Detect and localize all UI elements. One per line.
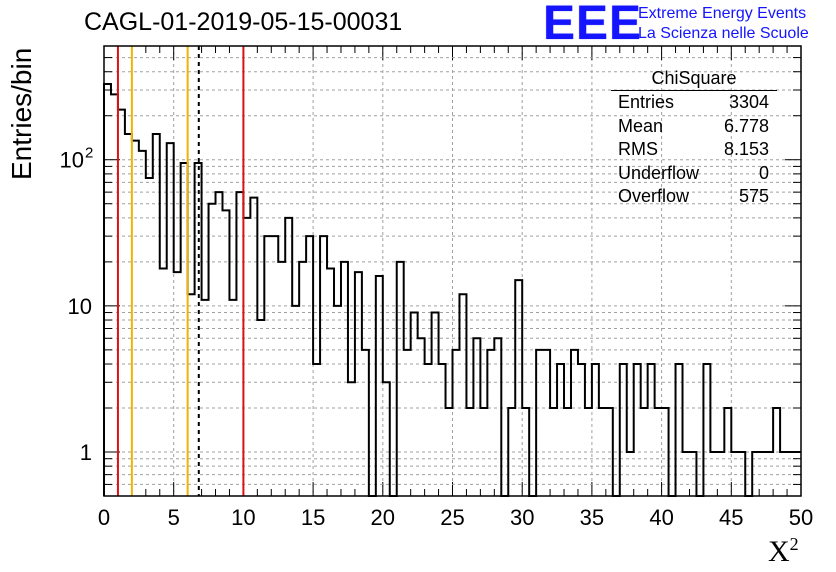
stats-row-overflow: Overflow 575 xyxy=(611,185,777,209)
x-tick-label: 40 xyxy=(649,505,673,530)
stats-label: Mean xyxy=(618,115,664,136)
eee-logo: EEE xyxy=(543,0,643,50)
x-tick-label: 25 xyxy=(440,505,464,530)
stats-row-entries: Entries 3304 xyxy=(611,91,777,115)
stats-label: RMS xyxy=(618,139,658,159)
x-axis-label-exponent: 2 xyxy=(789,534,799,554)
x-tick-label: 20 xyxy=(371,505,395,530)
x-tick-label: 5 xyxy=(168,505,180,530)
x-tick-label: 35 xyxy=(580,505,604,530)
y-tick-label: 10 xyxy=(68,294,92,319)
stats-label: Entries xyxy=(618,92,675,112)
y-tick-label-exponent: 2 xyxy=(85,145,93,162)
logo-line-1: Extreme Energy Events xyxy=(638,5,807,22)
stats-value: 8.153 xyxy=(723,139,769,159)
stats-row-mean: Mean 6.778 xyxy=(611,115,777,139)
stats-value: 575 xyxy=(738,186,769,206)
stats-label: Underflow xyxy=(618,162,700,183)
stats-row-underflow: Underflow 0 xyxy=(611,162,777,186)
eee-logo-text: Extreme Energy Events La Scienza nelle S… xyxy=(638,4,809,44)
stats-value: 6.778 xyxy=(723,115,769,136)
x-tick-label: 50 xyxy=(789,505,813,530)
histogram-series xyxy=(103,82,801,497)
x-tick-label: 0 xyxy=(98,505,110,530)
x-axis-label: X2 xyxy=(768,534,799,569)
x-tick-label: 10 xyxy=(231,505,255,530)
stats-row-rms: RMS 8.153 xyxy=(611,138,777,162)
x-tick-label: 45 xyxy=(719,505,743,530)
y-tick-label: 10 xyxy=(60,148,84,173)
x-axis-label-base: X xyxy=(768,535,790,568)
stats-box: ChiSquare Entries 3304 Mean 6.778 RMS 8.153… xyxy=(611,66,777,209)
y-tick-label: 1 xyxy=(80,440,92,465)
x-tick-label: 15 xyxy=(301,505,325,530)
stats-label: Overflow xyxy=(618,186,690,206)
plot-frame xyxy=(103,45,802,497)
chart-title: CAGL-01-2019-05-15-00031 xyxy=(84,8,403,36)
stats-title: ChiSquare xyxy=(611,66,777,91)
stats-value: 3304 xyxy=(728,92,769,112)
y-axis-label: Entries/bin xyxy=(6,47,37,180)
x-tick-label: 30 xyxy=(510,505,534,530)
logo-line-2: La Scienza nelle Scuole xyxy=(638,25,809,42)
stats-value: 0 xyxy=(758,162,769,183)
